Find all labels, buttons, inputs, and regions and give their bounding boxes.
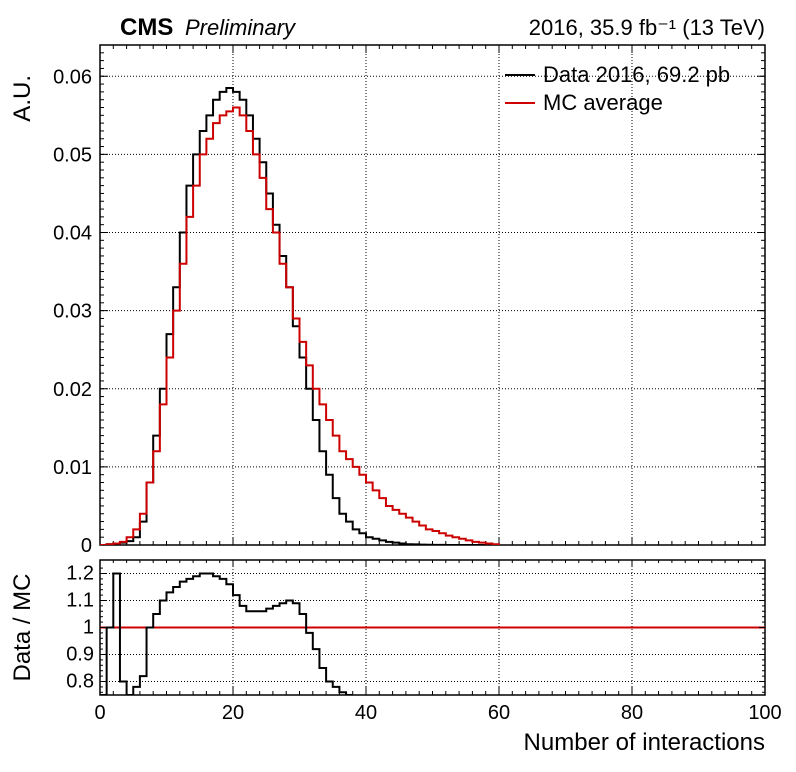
xtick-label: 80: [621, 702, 643, 724]
xlabel: Number of interactions: [524, 729, 765, 756]
xtick-label: 60: [488, 702, 510, 724]
series-mc: [100, 108, 499, 546]
ratio-series: [100, 574, 353, 696]
chart-container: CMSPreliminary2016, 35.9 fb⁻¹ (13 TeV)00…: [0, 0, 796, 772]
ytick-label: 0.02: [53, 379, 92, 401]
legend-label: MC average: [543, 90, 663, 115]
xtick-label: 0: [94, 702, 105, 724]
header-experiment: CMS: [120, 14, 173, 41]
header-status: Preliminary: [185, 15, 297, 40]
ytick-label: 0.01: [53, 457, 92, 479]
ytick-label: 1: [83, 617, 94, 639]
ytick-label: 0.04: [53, 223, 92, 245]
ytick-label: 0.8: [66, 671, 94, 693]
ylabel-ratio: Data / MC: [9, 573, 36, 681]
ytick-label: 1.2: [66, 563, 94, 585]
legend-label: Data 2016, 69.2 pb: [543, 62, 730, 87]
main-chart-frame: [100, 45, 765, 545]
ytick-label: 0.9: [66, 644, 94, 666]
ytick-label: 0: [81, 535, 92, 557]
ytick-label: 1.1: [66, 590, 94, 612]
xtick-label: 20: [222, 702, 244, 724]
xtick-label: 100: [748, 702, 781, 724]
ytick-label: 0.06: [53, 66, 92, 88]
header-lumi: 2016, 35.9 fb⁻¹ (13 TeV): [529, 15, 765, 40]
ytick-label: 0.03: [53, 301, 92, 323]
series-data: [100, 88, 499, 545]
chart-svg: CMSPreliminary2016, 35.9 fb⁻¹ (13 TeV)00…: [0, 0, 796, 772]
ytick-label: 0.05: [53, 144, 92, 166]
ylabel-main: A.U.: [9, 75, 36, 122]
xtick-label: 40: [355, 702, 377, 724]
